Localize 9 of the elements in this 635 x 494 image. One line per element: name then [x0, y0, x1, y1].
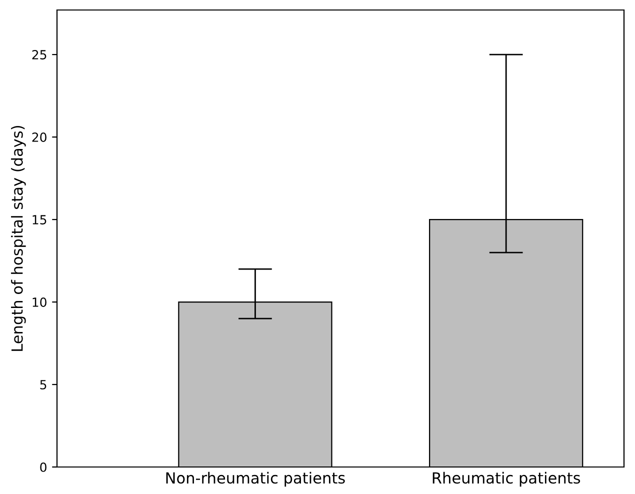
y-tick-label: 20	[32, 132, 46, 142]
y-axis-title: Length of hospital stay (days)	[11, 126, 26, 351]
y-tick-label: 25	[32, 50, 46, 60]
x-tick-label: Rheumatic patients	[432, 472, 580, 487]
x-tick-label: Non-rheumatic patients	[166, 472, 345, 487]
y-tick-label: 0	[40, 462, 46, 472]
y-tick-label: 5	[40, 380, 46, 390]
y-tick-label: 15	[32, 215, 46, 224]
y-tick-label: 10	[32, 297, 46, 307]
